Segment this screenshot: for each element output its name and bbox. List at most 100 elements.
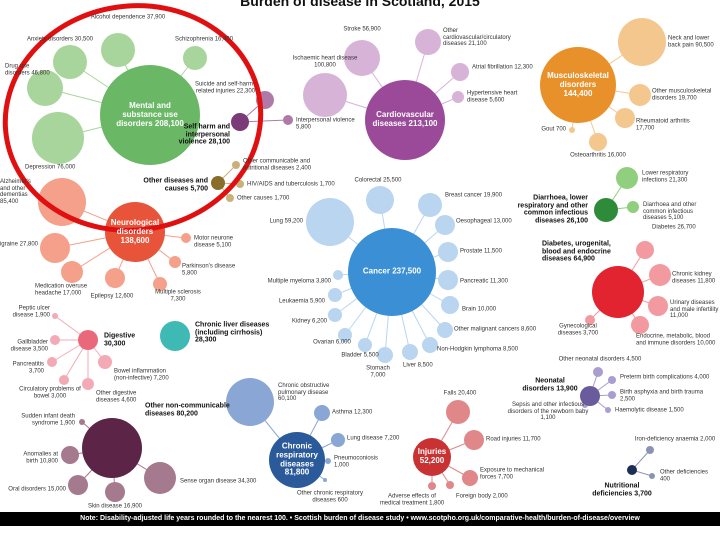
- child-label: Other deficiencies 400: [660, 469, 709, 482]
- child-label: Leukaemia 5,900: [278, 298, 325, 305]
- hub-bubble: [160, 321, 190, 351]
- hub-bubble: [78, 330, 98, 350]
- child-label: Stomach 7,000: [366, 365, 390, 378]
- child-bubble: [61, 446, 79, 464]
- hub-bubble: [348, 228, 436, 316]
- child-bubble: [437, 322, 453, 338]
- hub-bubble: [627, 465, 637, 475]
- child-bubble: [428, 482, 436, 490]
- child-label: Liver 8,500: [403, 362, 433, 369]
- child-label: Asthma 12,300: [332, 409, 373, 416]
- child-label: Preterm birth complications 4,000: [620, 374, 710, 381]
- child-bubble: [79, 419, 85, 425]
- child-label: Gynecological diseases 3,700: [557, 323, 599, 336]
- child-bubble: [181, 233, 191, 243]
- child-label: Other causes 1,700: [237, 195, 290, 202]
- hub-bubble: [365, 80, 445, 160]
- child-label: Depression 76,000: [25, 164, 76, 171]
- hub-label: Neurological disorders 138,600: [110, 217, 160, 245]
- child-bubble: [50, 335, 60, 345]
- child-bubble: [569, 127, 575, 133]
- child-bubble: [422, 337, 438, 353]
- child-label: Other communicable and nutritional disea…: [243, 158, 312, 171]
- child-label: Sudden infant death syndrome 1,900: [21, 413, 75, 426]
- child-bubble: [464, 430, 484, 450]
- child-label: Hypertensive heart disease 5,600: [467, 90, 518, 103]
- child-label: Migraine 27,800: [0, 241, 38, 248]
- hub-label: Nutritional deficiencies 3,700: [592, 482, 652, 497]
- child-bubble: [415, 29, 441, 55]
- title: Burden of disease in Scotland, 2015: [240, 0, 480, 9]
- hub-bubble: [540, 47, 616, 123]
- child-bubble: [649, 264, 671, 286]
- child-label: Rheumatoid arthritis 17,700: [636, 118, 690, 131]
- child-label: Bowel inflammation (non-infective) 7,200: [114, 368, 169, 381]
- child-label: Road injuries 11,700: [486, 436, 541, 443]
- child-label: Brain 10,000: [462, 306, 497, 313]
- child-label: Osteoarthritis 16,000: [570, 152, 626, 159]
- highlight-ring: [2, 3, 264, 233]
- child-bubble: [648, 296, 668, 316]
- child-label: Skin disease 16,900: [87, 503, 143, 510]
- child-label: Pneumoconiosis 1,000: [334, 455, 379, 468]
- child-label: Falls 20,400: [443, 390, 477, 397]
- child-bubble: [462, 470, 478, 486]
- child-bubble: [452, 91, 464, 103]
- child-label: Sepsis and other infectious disorders of…: [507, 402, 589, 422]
- child-label: Parkinson's disease 5,800: [182, 263, 236, 276]
- child-bubble: [618, 18, 666, 66]
- child-bubble: [631, 316, 649, 334]
- child-bubble: [226, 194, 234, 202]
- child-bubble: [331, 433, 345, 447]
- child-label: Urinary diseases and male infertility 11…: [670, 300, 719, 320]
- child-label: Colorectal 25,500: [354, 177, 402, 184]
- child-label: Multiple myeloma 3,800: [267, 278, 331, 285]
- hub-bubble: [100, 65, 200, 165]
- child-bubble: [169, 256, 181, 268]
- child-label: Gout 700: [541, 126, 566, 133]
- child-label: Pancreatic 11,300: [460, 278, 508, 285]
- child-bubble: [47, 357, 57, 367]
- child-bubble: [615, 108, 635, 128]
- hub-label: Chronic respiratory diseases 81,800: [276, 441, 318, 477]
- child-label: Exposure to mechanical forces 7,700: [480, 467, 545, 480]
- child-label: Other malignant cancers 8,600: [454, 326, 537, 333]
- child-label: Drug use disorders 46,800: [5, 63, 50, 76]
- child-label: Bladder 5,500: [341, 352, 379, 359]
- hub-bubble: [594, 198, 618, 222]
- child-bubble: [649, 473, 655, 479]
- child-label: Anomalies at birth 10,800: [23, 451, 58, 464]
- hub-bubble: [592, 266, 644, 318]
- child-label: Multiple sclerosis 7,300: [155, 289, 201, 302]
- child-label: Anxiety disorders 30,500: [26, 36, 94, 43]
- child-bubble: [629, 84, 651, 106]
- child-bubble: [418, 193, 442, 217]
- hub-label: Injuries 52,200: [417, 447, 447, 465]
- hub-label: Cancer 237,500: [362, 266, 422, 276]
- child-bubble: [306, 198, 354, 246]
- child-bubble: [377, 347, 393, 363]
- child-bubble: [646, 446, 654, 454]
- child-bubble: [446, 400, 470, 424]
- child-label: Other chronic respiratory diseases 600: [296, 490, 364, 503]
- child-bubble: [616, 167, 638, 189]
- hub-label: Digestive 30,300: [104, 332, 136, 347]
- child-bubble: [232, 161, 240, 169]
- child-bubble: [358, 338, 372, 352]
- child-label: Non-Hodgkin lymphoma 8,500: [437, 346, 519, 353]
- child-bubble: [438, 270, 458, 290]
- child-bubble: [438, 242, 458, 262]
- child-label: Pancreatitis 3,700: [12, 361, 44, 374]
- hub-label: Musculoskeletal disorders 144,400: [547, 70, 609, 98]
- child-label: Motor neurone disease 5,100: [194, 235, 234, 248]
- child-bubble: [40, 233, 70, 263]
- footer: Note: Disability-adjusted life years rou…: [0, 512, 720, 526]
- child-bubble: [53, 45, 87, 79]
- hub-bubble: [231, 113, 249, 131]
- child-label: Atrial fibrillation 12,300: [472, 64, 533, 71]
- child-bubble: [593, 367, 603, 377]
- hub-label: Other non-communicable diseases 80,200: [145, 402, 230, 417]
- child-label: Circulatory problems of bowel 3,000: [19, 386, 81, 399]
- child-label: Interpersonal violence 5,800: [296, 117, 355, 130]
- child-label: Schizophrenia 16,400: [175, 36, 234, 43]
